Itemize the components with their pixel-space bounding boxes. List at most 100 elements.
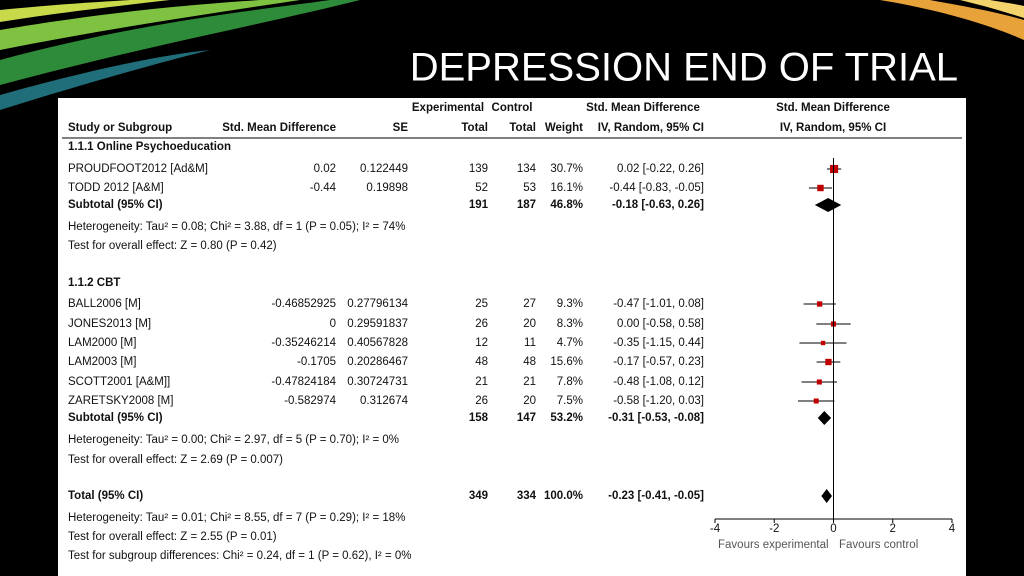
- weight: 53.2%: [550, 412, 583, 424]
- row-label: Subtotal (95% CI): [68, 199, 163, 211]
- decoration: [0, 0, 1024, 110]
- ci-label: -0.58 [-1.20, 0.03]: [613, 395, 704, 407]
- study-square: [825, 358, 832, 366]
- column-group: Experimental: [412, 102, 484, 114]
- column-header: IV, Random, 95% CI: [780, 122, 886, 134]
- control-total: 187: [517, 199, 536, 211]
- weight: 9.3%: [557, 298, 583, 310]
- row-label: Subtotal (95% CI): [68, 412, 163, 424]
- slide-title: DEPRESSION END OF TRIAL: [410, 46, 958, 90]
- experimental-total: 139: [469, 163, 488, 175]
- smd-value: -0.1705: [297, 356, 336, 368]
- x-label-right: Favours control: [839, 539, 918, 551]
- smd-value: -0.44: [310, 182, 337, 194]
- control-total: 334: [517, 490, 537, 502]
- ci-label: -0.18 [-0.63, 0.26]: [612, 199, 704, 211]
- control-total: 20: [523, 318, 536, 330]
- study-square: [816, 379, 822, 385]
- control-total: 27: [523, 298, 536, 310]
- control-total: 11: [524, 337, 536, 349]
- weight: 46.8%: [550, 199, 583, 211]
- row-label: Total (95% CI): [68, 490, 143, 502]
- subgroup-name: 1.1.2 CBT: [68, 277, 120, 289]
- ci-label: -0.47 [-1.01, 0.08]: [613, 298, 704, 310]
- experimental-total: 26: [475, 318, 488, 330]
- study-name: PROUDFOOT2012 [Ad&M]: [68, 163, 208, 175]
- forest-panel: [58, 98, 966, 576]
- study-square: [820, 340, 826, 346]
- smd-value: -0.47824184: [271, 376, 336, 388]
- experimental-total: 48: [475, 356, 488, 368]
- column-group: Std. Mean Difference: [586, 102, 700, 114]
- experimental-total: 52: [475, 182, 488, 194]
- experimental-total: 191: [469, 199, 489, 211]
- ci-label: 0.00 [-0.58, 0.58]: [617, 318, 704, 330]
- column-group: Control: [492, 102, 533, 114]
- x-tick-label: -2: [769, 523, 779, 535]
- weight: 4.7%: [557, 337, 583, 349]
- se-value: 0.29591837: [347, 318, 408, 330]
- summary-diamond: [814, 198, 842, 212]
- ci-label: -0.44 [-0.83, -0.05]: [609, 182, 704, 194]
- control-total: 147: [517, 412, 536, 424]
- se-value: 0.19898: [366, 182, 408, 194]
- weight: 7.5%: [557, 395, 583, 407]
- study-name: LAM2000 [M]: [68, 337, 136, 349]
- ci-label: -0.48 [-1.08, 0.12]: [613, 376, 704, 388]
- column-header: Weight: [545, 122, 583, 134]
- ci-label: -0.17 [-0.57, 0.23]: [613, 356, 704, 368]
- ci-label: 0.02 [-0.22, 0.26]: [617, 163, 704, 175]
- subgroup-test: Test for subgroup differences: Chi² = 0.…: [68, 550, 412, 562]
- heterogeneity: Heterogeneity: Tau² = 0.00; Chi² = 2.97,…: [68, 434, 399, 446]
- column-header: Study or Subgroup: [68, 122, 172, 134]
- overall-test: Test for overall effect: Z = 2.55 (P = 0…: [68, 531, 277, 543]
- study-square: [813, 398, 819, 404]
- control-total: 21: [523, 376, 536, 388]
- heterogeneity: Heterogeneity: Tau² = 0.08; Chi² = 3.88,…: [68, 221, 405, 233]
- se-value: 0.122449: [360, 163, 408, 175]
- column-header: Std. Mean Difference: [222, 122, 336, 134]
- study-name: JONES2013 [M]: [68, 318, 151, 330]
- study-name: BALL2006 [M]: [68, 298, 141, 310]
- column-header: Total: [509, 122, 536, 134]
- se-value: 0.30724731: [347, 376, 408, 388]
- se-value: 0.40567828: [347, 337, 408, 349]
- control-total: 48: [523, 356, 536, 368]
- experimental-total: 349: [469, 490, 488, 502]
- experimental-total: 25: [475, 298, 488, 310]
- overall-test: Test for overall effect: Z = 2.69 (P = 0…: [68, 454, 283, 466]
- study-square: [830, 164, 839, 174]
- x-tick-label: -4: [710, 523, 721, 535]
- weight: 16.1%: [550, 182, 583, 194]
- smd-value: -0.35246214: [271, 337, 336, 349]
- column-group: Std. Mean Difference: [776, 102, 890, 114]
- control-total: 20: [523, 395, 536, 407]
- smd-value: -0.582974: [284, 395, 336, 407]
- column-header: Total: [461, 122, 488, 134]
- x-tick-label: 2: [890, 523, 896, 535]
- study-square: [817, 184, 824, 192]
- smd-value: 0: [330, 318, 336, 330]
- se-value: 0.20286467: [347, 356, 408, 368]
- experimental-total: 12: [475, 337, 488, 349]
- smd-value: 0.02: [314, 163, 336, 175]
- study-name: ZARETSKY2008 [M]: [68, 395, 173, 407]
- se-value: 0.312674: [360, 395, 409, 407]
- se-value: 0.27796134: [347, 298, 408, 310]
- experimental-total: 26: [475, 395, 488, 407]
- x-label-left: Favours experimental: [718, 539, 829, 551]
- ci-label: -0.23 [-0.41, -0.05]: [608, 490, 704, 502]
- control-total: 53: [523, 182, 536, 194]
- control-total: 134: [517, 163, 537, 175]
- summary-diamond: [821, 489, 833, 503]
- study-name: TODD 2012 [A&M]: [68, 182, 164, 194]
- study-name: LAM2003 [M]: [68, 356, 136, 368]
- column-header: IV, Random, 95% CI: [598, 122, 704, 134]
- smd-value: -0.46852925: [271, 298, 336, 310]
- experimental-total: 21: [475, 376, 488, 388]
- weight: 8.3%: [557, 318, 583, 330]
- x-tick-label: 4: [949, 523, 956, 535]
- weight: 7.8%: [557, 376, 583, 388]
- study-name: SCOTT2001 [A&M]]: [68, 376, 170, 388]
